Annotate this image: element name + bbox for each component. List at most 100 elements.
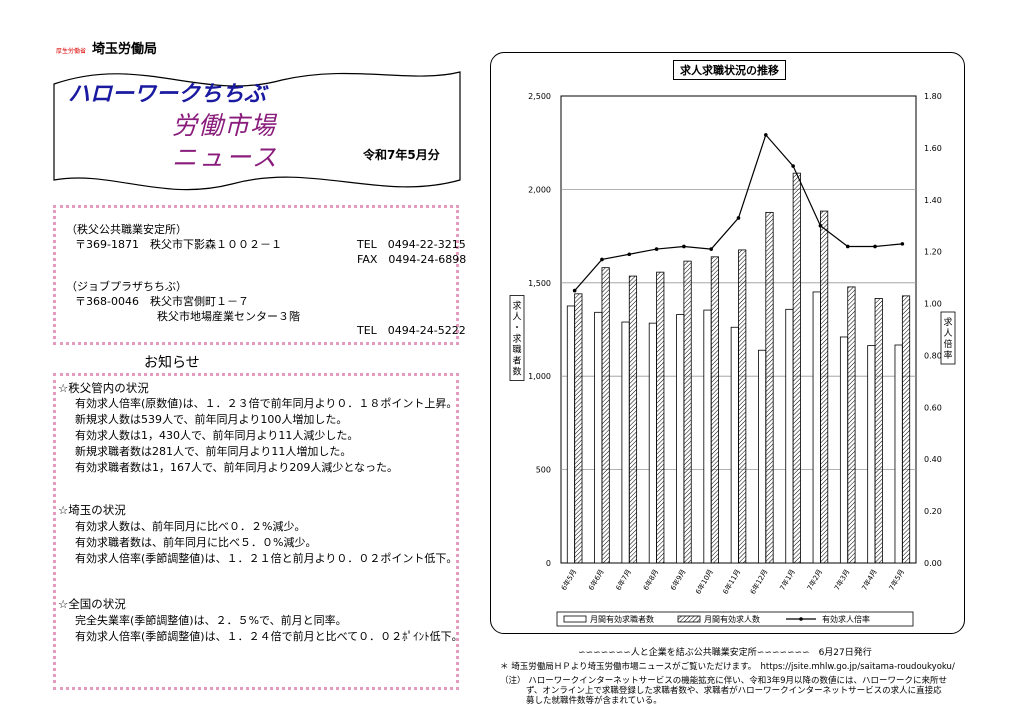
ratio-point (900, 242, 905, 246)
bar-job-openings (847, 286, 856, 564)
footnote: （注） ハローワークインターネットサービスの機能拡充に伴い、令和3年9月以降の数… (500, 676, 947, 706)
legend-label-seekers: 月間有効求職者数 (590, 614, 654, 624)
y-tick-label: 1,000 (528, 372, 551, 381)
y-axis-label-box (509, 295, 525, 381)
x-tick-label: 6年12月 (748, 568, 769, 596)
chichibu-line: 有効求人数は1，430人で、前年同月より11人減少した。 (75, 429, 359, 442)
chart-panel (490, 52, 965, 634)
org-logo: 厚生労働省 (56, 48, 87, 55)
y2-tick-label: 0.20 (924, 507, 942, 516)
footnote-line: （注） ハローワークインターネットサービスの機能拡充に伴い、令和3年9月以降の数… (500, 676, 948, 686)
x-tick-label: 7年2月 (805, 568, 824, 592)
x-tick-label: 6年6月 (586, 568, 605, 592)
office1-tel: TEL 0494-22-3215 (357, 238, 466, 251)
bar-job-openings (738, 249, 747, 564)
x-tick-label: 6年5月 (559, 568, 578, 592)
bar-job-openings (710, 256, 719, 564)
bar-job-seekers (867, 345, 876, 564)
national-line: 有効求人倍率(季節調整値)は、１．２４倍で前月と比べて０．０２ﾎﾟｲﾝﾄ低下。 (75, 630, 463, 643)
ratio-point (709, 247, 713, 251)
bar-job-seekers (621, 321, 630, 564)
bar-job-openings (656, 271, 665, 564)
issue-date: 令和7年5月分 (363, 148, 440, 162)
bar-job-seekers (839, 336, 849, 564)
chichibu-line: 新規求人数は539人で、前年同月より100人増加した。 (75, 413, 348, 426)
x-tick-label: 6年10月 (693, 568, 714, 596)
office2-name: （ジョブプラザちちぶ） (66, 280, 187, 293)
title-line2: 労働市場 (172, 111, 277, 140)
org-label: 埼玉労働局 (92, 42, 158, 57)
bar-job-seekers (785, 308, 794, 564)
y2-tick-label: 1.80 (924, 92, 942, 101)
bar-job-openings (601, 267, 610, 564)
ratio-point (572, 288, 577, 293)
legend-swatch-ratio-point (799, 617, 803, 621)
saitama-line: 有効求職者数は、前年同月に比べ５．０%減少。 (75, 536, 317, 549)
x-tick-label: 7年3月 (832, 568, 851, 592)
ratio-point (627, 252, 632, 257)
legend-swatch-openings (677, 615, 701, 623)
chichibu-line: 有効求職者数は1，167人で、前年同月より209人減少となった。 (75, 461, 398, 474)
bar-job-openings (683, 260, 692, 564)
title-line1: ハローワークちちぶ (68, 82, 267, 107)
y2-tick-label: 0.80 (924, 351, 942, 360)
bar-job-openings (628, 275, 638, 564)
x-tick-label: 6年11月 (721, 568, 742, 596)
ratio-point (764, 133, 768, 137)
bar-job-openings (901, 295, 911, 564)
chart-svg: 0 500 1,000 1,500 2,000 2,500 0.00 0.20 0.40 0.60… (509, 92, 956, 627)
ratio-point (600, 257, 604, 262)
title-banner (53, 71, 461, 191)
bar-job-seekers (894, 344, 903, 564)
y2-tick-label: 0.40 (924, 455, 942, 464)
bar-job-openings (874, 298, 883, 564)
bar-job-seekers (812, 291, 821, 564)
office2-building: 秩父市地場産業センター３階 (157, 310, 300, 323)
x-tick-label: 6年8月 (641, 568, 660, 592)
title-line3: ニュース (172, 143, 279, 172)
bar-job-seekers (676, 314, 685, 564)
ratio-point (873, 244, 877, 249)
legend-swatch-seekers (563, 615, 587, 623)
section-chichibu-heading: ☆秩父管内の状況 (58, 381, 149, 395)
bar-job-openings (792, 172, 801, 564)
ratio-point (736, 216, 741, 220)
office1-fax: FAX 0494-24-6898 (357, 253, 467, 266)
footnote-line: 募した就職件数等が含まれている。 (526, 696, 662, 706)
y2-axis-label-box (940, 311, 956, 365)
notice-title: お知らせ (144, 355, 200, 371)
bar-job-openings (765, 211, 774, 564)
office1-address: 〒369-1871 秩父市下影森１００２－１ (75, 238, 282, 251)
y2-tick-label: 0.60 (924, 403, 942, 412)
office2-tel: TEL 0494-24-5222 (357, 324, 466, 337)
ratio-point (818, 223, 823, 228)
office2-address: 〒368-0046 秩父市宮側町１－７ (75, 295, 249, 308)
y2-tick-label: 1.00 (924, 300, 942, 309)
ratio-point (845, 244, 850, 249)
chichibu-line: 新規求職者数は281人で、前年同月より11人増加した。 (75, 445, 352, 458)
bar-job-seekers (566, 305, 576, 564)
bar-job-seekers (703, 309, 712, 564)
saitama-line: 有効求人倍率(季節調整値)は、１．２１倍と前月より０．０２ポイント低下。 (75, 552, 458, 565)
bar-job-seekers (730, 326, 739, 564)
legend-label-openings: 月間有効求人数 (704, 614, 760, 624)
y-axis-label: 求人・求職者数 (512, 300, 521, 378)
offices-box (53, 205, 459, 345)
bar-job-openings (820, 210, 829, 564)
bar-job-seekers (758, 349, 767, 564)
bar-job-openings (574, 293, 583, 564)
legend-label-ratio: 有効求人倍率 (822, 614, 870, 624)
x-tick-label: 7年4月 (860, 568, 879, 592)
website-note: ＊ 埼玉労働局ＨＰより埼玉労働市場ニュースがご覧いただけます。 https://… (500, 662, 955, 672)
y2-tick-label: 0.00 (924, 559, 942, 568)
y2-tick-label: 1.40 (924, 196, 942, 205)
y-tick-label: 0 (546, 559, 551, 568)
section-national-heading: ☆全国の状況 (58, 597, 126, 611)
x-tick-label: 7年1月 (778, 568, 797, 592)
y2-axis-label: 求人倍率 (943, 316, 952, 361)
ratio-point (654, 247, 659, 251)
office1-name: （秩父公共職業安定所） (66, 223, 187, 236)
x-tick-label: 6年7月 (614, 568, 633, 592)
ratio-point (791, 164, 795, 168)
footnote-line: ず、オンライン上で求職登録した求職者数や、求職者がハローワークインターネットサー… (526, 686, 942, 696)
